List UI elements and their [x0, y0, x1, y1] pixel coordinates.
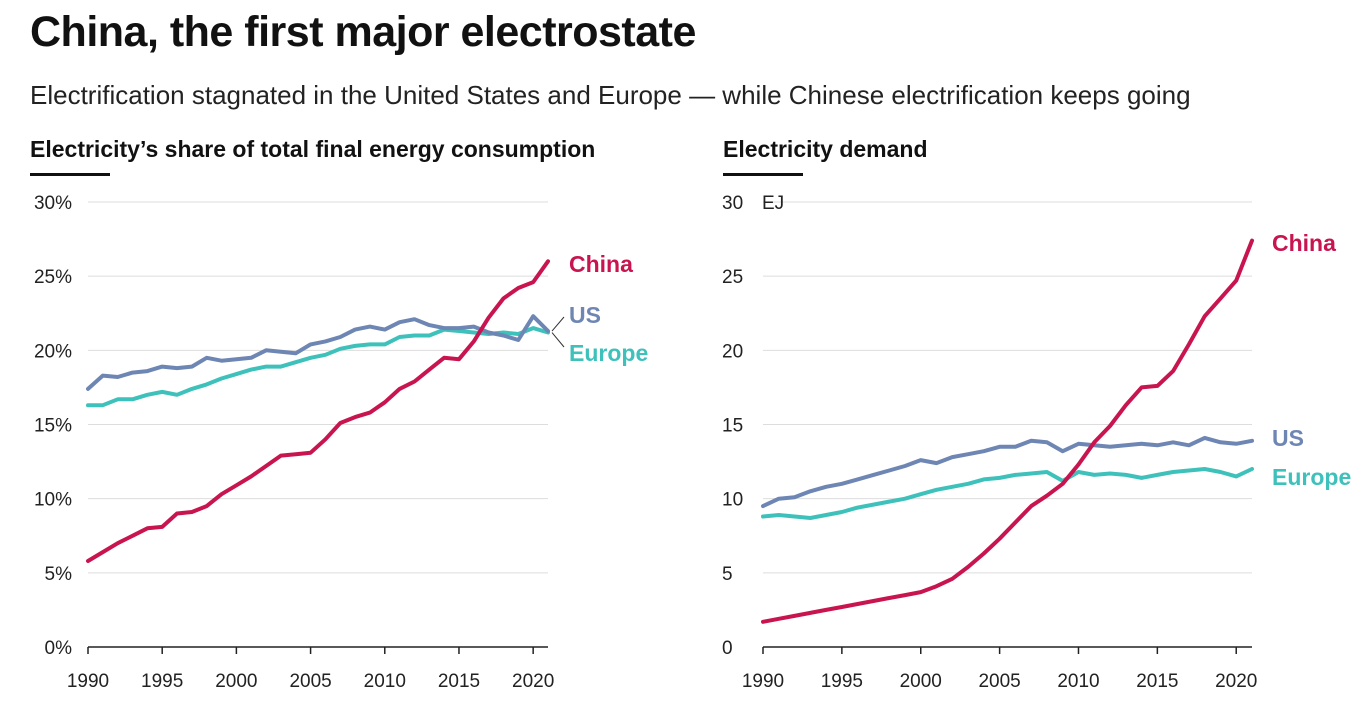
page-subtitle: Electrification stagnated in the United …	[30, 80, 1191, 110]
y-tick-label: 10	[722, 490, 743, 511]
x-tick-label: 1995	[141, 671, 183, 692]
y-tick-label: 5%	[45, 564, 73, 585]
y-unit-label: EJ	[762, 193, 784, 214]
x-tick-label: 1995	[821, 671, 863, 692]
y-tick-label: 15%	[34, 416, 72, 437]
x-tick-label: 2020	[512, 671, 554, 692]
series-line-europe	[86, 326, 550, 408]
share-chart: 0% 5% 10% 15% 20% 25% 30% 1990 1995 2000 2005 2010 2…	[34, 193, 648, 692]
y-tick-label: 0	[722, 638, 733, 659]
x-tick-label: 2005	[289, 671, 331, 692]
right-chart-title: Electricity demand	[723, 136, 928, 162]
series-line-us	[86, 314, 550, 391]
y-tick-label: 20	[722, 341, 743, 362]
x-tick-label: 2015	[438, 671, 480, 692]
y-tick-label: 30	[722, 193, 743, 214]
y-tick-label: 25	[722, 267, 743, 288]
x-tick-label: 2005	[978, 671, 1020, 692]
y-tick-label: 30%	[34, 193, 72, 214]
left-title-underline	[30, 173, 110, 176]
y-tick-label: 10%	[34, 490, 72, 511]
x-tick-label: 1990	[742, 671, 784, 692]
label-leader-europe	[551, 332, 565, 348]
label-leader-us	[551, 316, 565, 332]
series-label-europe: Europe	[569, 340, 648, 366]
y-tick-label: 5	[722, 564, 733, 585]
series-line-china	[86, 259, 550, 563]
y-tick-label: 15	[722, 416, 743, 437]
left-chart-title: Electricity’s share of total final energ…	[30, 136, 596, 162]
series-label-us: US	[569, 302, 601, 328]
series-label-china: China	[1272, 230, 1336, 256]
y-tick-label: 0%	[45, 638, 73, 659]
right-title-underline	[723, 173, 803, 176]
x-tick-label: 2000	[900, 671, 942, 692]
page-title: China, the first major electrostate	[30, 8, 696, 56]
series-line-us	[761, 435, 1254, 509]
demand-chart: 0 5 10 15 20 25 30 EJ 1990 1995 2000 2005 2010 2015 20…	[722, 193, 1351, 692]
x-tick-label: 1990	[67, 671, 109, 692]
series-line-china	[761, 238, 1254, 624]
series-label-europe: Europe	[1272, 464, 1351, 490]
x-tick-label: 2015	[1136, 671, 1178, 692]
y-tick-label: 25%	[34, 267, 72, 288]
y-tick-label: 20%	[34, 341, 72, 362]
series-line-europe	[761, 467, 1254, 520]
series-label-us: US	[1272, 425, 1304, 451]
x-tick-label: 2020	[1215, 671, 1257, 692]
x-tick-label: 2010	[364, 671, 406, 692]
x-tick-label: 2010	[1057, 671, 1099, 692]
series-label-china: China	[569, 251, 633, 277]
x-tick-label: 2000	[215, 671, 257, 692]
